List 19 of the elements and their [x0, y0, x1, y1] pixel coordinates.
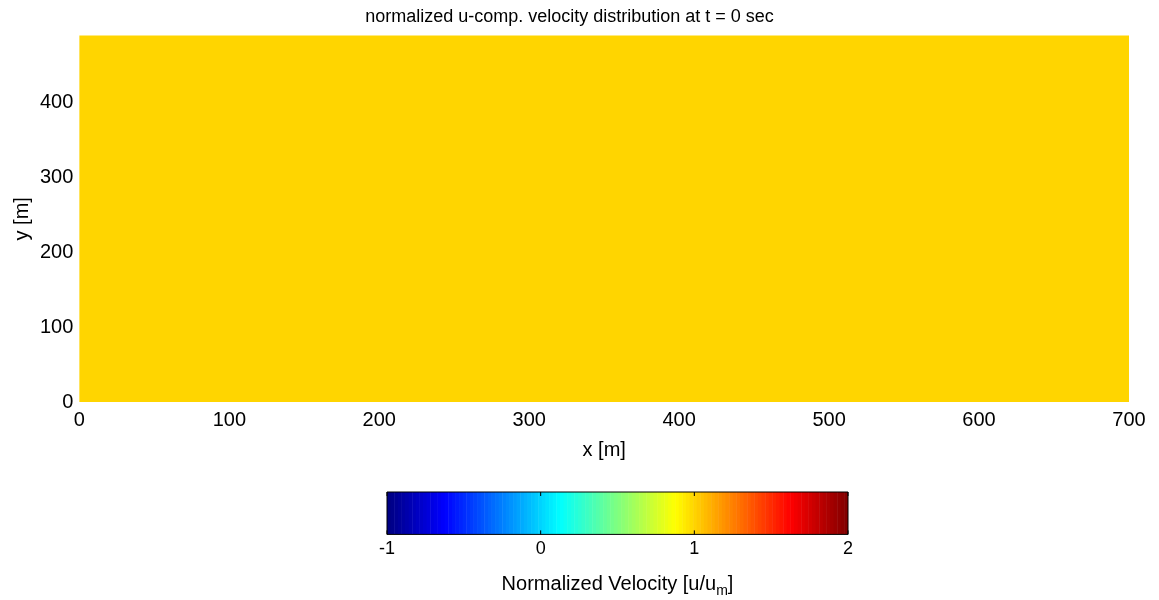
color-bar-label: 2	[842, 538, 854, 559]
color-bar-label: -1	[378, 538, 396, 559]
y-axis-title: y [m]	[9, 197, 32, 241]
x-tick-label: 400	[662, 407, 696, 430]
y-tick-label: 300	[39, 165, 74, 188]
y-tick-label: 200	[39, 239, 74, 262]
y-tick-label: 100	[39, 314, 74, 337]
x-tick-label: 300	[512, 407, 546, 430]
x-tick-label: 600	[962, 407, 996, 430]
y-tick-label: 0	[62, 389, 74, 412]
x-tick-label: 700	[1112, 407, 1146, 430]
color-bar-label: 0	[535, 538, 546, 559]
x-tick-label: 100	[212, 407, 246, 430]
chart-title: normalized u-comp. velocity distribution at t = 0 sec	[365, 5, 774, 26]
x-tick-label: 200	[362, 407, 396, 430]
x-axis-title: x [m]	[582, 437, 626, 460]
x-tick-label: 500	[812, 407, 846, 430]
color-bar-label: 1	[689, 538, 700, 559]
y-tick-label: 400	[39, 90, 74, 113]
